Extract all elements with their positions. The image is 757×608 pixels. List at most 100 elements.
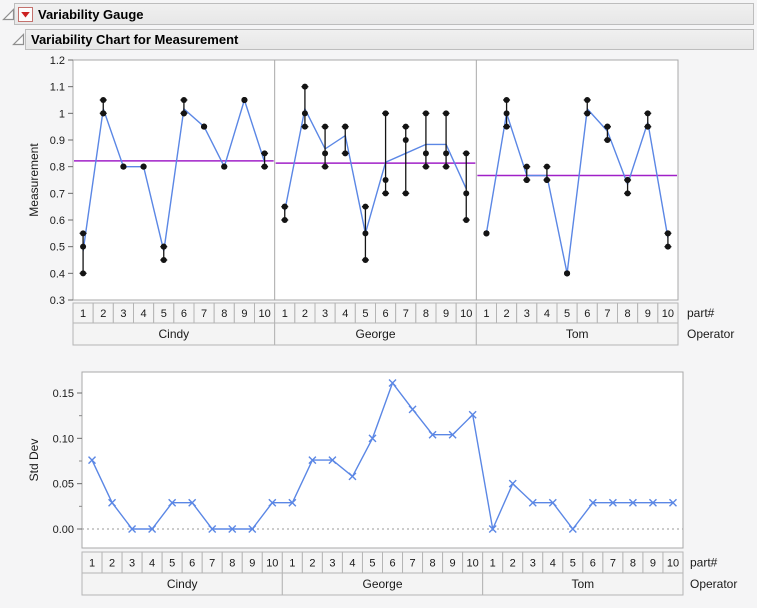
measurement-point[interactable] xyxy=(523,163,530,170)
stddev-marker[interactable] xyxy=(568,525,577,533)
stddev-marker[interactable] xyxy=(308,456,317,465)
measurement-point[interactable] xyxy=(342,123,349,130)
measurement-point[interactable] xyxy=(422,163,429,170)
measurement-point[interactable] xyxy=(664,243,671,250)
measurement-point[interactable] xyxy=(422,150,429,157)
stddev-marker[interactable] xyxy=(468,410,477,419)
measurement-point[interactable] xyxy=(503,123,510,130)
measurement-point[interactable] xyxy=(362,203,369,210)
measurement-point[interactable] xyxy=(463,217,470,223)
outline-header-variability-chart[interactable]: Variability Chart for Measurement xyxy=(25,29,754,50)
stddev-marker[interactable] xyxy=(348,472,357,481)
stddev-marker[interactable] xyxy=(188,498,197,507)
measurement-point[interactable] xyxy=(402,137,409,143)
measurement-point[interactable] xyxy=(503,110,510,117)
measurement-point[interactable] xyxy=(140,163,147,170)
measurement-point[interactable] xyxy=(362,257,369,263)
measurement-point[interactable] xyxy=(362,230,369,237)
measurement-point[interactable] xyxy=(241,97,248,103)
stddev-marker[interactable] xyxy=(588,498,597,507)
measurement-point[interactable] xyxy=(322,150,329,157)
measurement-point[interactable] xyxy=(402,190,409,197)
stddev-marker[interactable] xyxy=(528,498,537,507)
measurement-point[interactable] xyxy=(664,230,671,237)
stddev-marker[interactable] xyxy=(508,479,517,488)
measurement-point[interactable] xyxy=(80,243,87,250)
stddev-marker[interactable] xyxy=(548,498,557,507)
outline-header-variability-gauge[interactable]: Variability Gauge xyxy=(14,3,754,25)
measurement-point[interactable] xyxy=(443,150,450,157)
measurement-point[interactable] xyxy=(382,190,389,197)
stddev-marker[interactable] xyxy=(148,525,157,533)
measurement-point[interactable] xyxy=(80,270,87,277)
measurement-point[interactable] xyxy=(100,110,107,117)
measurement-point[interactable] xyxy=(281,203,288,210)
measurement-point[interactable] xyxy=(624,190,631,197)
disclosure-triangle-icon[interactable] xyxy=(12,33,25,46)
measurement-point[interactable] xyxy=(584,110,591,117)
measurement-point[interactable] xyxy=(503,97,510,103)
operator-cell[interactable] xyxy=(482,572,684,596)
stddev-marker[interactable] xyxy=(168,498,177,507)
measurement-point[interactable] xyxy=(261,150,268,157)
measurement-point[interactable] xyxy=(624,177,631,183)
measurement-point[interactable] xyxy=(301,110,308,117)
measurement-point[interactable] xyxy=(160,243,167,250)
disclosure-triangle-icon[interactable] xyxy=(2,8,15,21)
measurement-point[interactable] xyxy=(281,217,288,223)
measurement-point[interactable] xyxy=(402,123,409,130)
stddev-marker[interactable] xyxy=(648,498,657,507)
stddev-marker[interactable] xyxy=(88,456,97,465)
measurement-point[interactable] xyxy=(584,97,591,103)
measurement-point[interactable] xyxy=(483,230,490,237)
measurement-point[interactable] xyxy=(443,110,450,117)
measurement-point[interactable] xyxy=(221,163,228,170)
measurement-point[interactable] xyxy=(422,110,429,117)
stddev-marker[interactable] xyxy=(488,525,497,533)
stddev-marker[interactable] xyxy=(608,498,617,507)
measurement-point[interactable] xyxy=(543,177,550,183)
measurement-point[interactable] xyxy=(261,163,268,170)
measurement-point[interactable] xyxy=(543,163,550,170)
measurement-point[interactable] xyxy=(180,97,187,103)
stddev-marker[interactable] xyxy=(128,525,137,533)
stddev-marker[interactable] xyxy=(268,498,277,507)
measurement-point[interactable] xyxy=(644,110,651,117)
stddev-marker[interactable] xyxy=(208,525,217,533)
stddev-marker[interactable] xyxy=(448,430,457,439)
measurement-point[interactable] xyxy=(201,123,208,130)
measurement-point[interactable] xyxy=(463,190,470,197)
measurement-point[interactable] xyxy=(120,163,127,170)
measurement-point[interactable] xyxy=(443,163,450,170)
stddev-marker[interactable] xyxy=(288,498,297,507)
stddev-marker[interactable] xyxy=(328,456,337,465)
measurement-point[interactable] xyxy=(644,123,651,130)
measurement-point[interactable] xyxy=(382,110,389,117)
stddev-marker[interactable] xyxy=(428,430,437,439)
measurement-point[interactable] xyxy=(564,270,571,277)
measurement-point[interactable] xyxy=(523,177,530,183)
measurement-point[interactable] xyxy=(322,163,329,170)
stddev-marker[interactable] xyxy=(368,434,377,443)
measurement-point[interactable] xyxy=(80,230,87,237)
measurement-point[interactable] xyxy=(463,150,470,157)
measurement-point[interactable] xyxy=(342,150,349,157)
measurement-point[interactable] xyxy=(180,110,187,117)
measurement-point[interactable] xyxy=(322,123,329,130)
stddev-marker[interactable] xyxy=(388,379,397,388)
stddev-marker[interactable] xyxy=(628,498,637,507)
measurement-point[interactable] xyxy=(301,123,308,130)
stddev-marker[interactable] xyxy=(668,498,677,507)
measurement-point[interactable] xyxy=(301,83,308,90)
measurement-point[interactable] xyxy=(100,97,107,103)
stddev-marker[interactable] xyxy=(408,405,417,414)
stddev-marker[interactable] xyxy=(228,525,237,533)
operator-cell[interactable] xyxy=(475,322,679,346)
measurement-point[interactable] xyxy=(604,123,611,130)
measurement-point[interactable] xyxy=(604,137,611,143)
measurement-point[interactable] xyxy=(382,177,389,183)
stddev-marker[interactable] xyxy=(108,498,117,507)
measurement-point[interactable] xyxy=(160,257,167,263)
stddev-marker[interactable] xyxy=(248,525,257,533)
red-triangle-menu-button[interactable] xyxy=(18,6,33,22)
